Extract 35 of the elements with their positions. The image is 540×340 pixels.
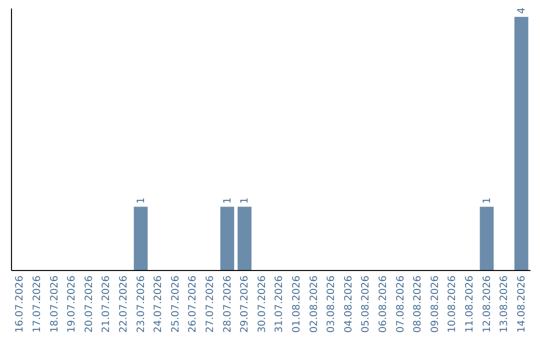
x-tick-label: 19.07.2026 (66, 276, 78, 333)
x-tick-label: 07.08.2026 (395, 276, 406, 333)
x-tick-label: 13.08.2026 (499, 276, 510, 333)
x-tick-label: 04.08.2026 (343, 276, 354, 333)
x-tick-label: 28.07.2026 (222, 276, 234, 333)
x-tick-label: 10.08.2026 (447, 276, 458, 333)
x-tick-label: 16.07.2026 (14, 276, 26, 333)
x-tick-label: 31.07.2026 (274, 276, 286, 333)
x-tick-label: 12.08.2026 (482, 276, 493, 333)
x-tick-label: 23.07.2026 (136, 276, 147, 333)
data-label: 1 (136, 197, 147, 204)
x-tick-label: 06.08.2026 (378, 276, 389, 333)
data-label: 1 (482, 197, 493, 204)
x-tick-label: 17.07.2026 (32, 276, 43, 333)
data-label: 1 (222, 197, 234, 204)
x-tick-label: 02.08.2026 (308, 276, 320, 333)
x-tick-label: 03.08.2026 (326, 276, 338, 333)
x-tick-label: 20.07.2026 (84, 276, 95, 333)
x-tick-label: 22.07.2026 (118, 276, 130, 333)
x-tick-label: 08.08.2026 (412, 276, 424, 333)
x-tick-label: 24.07.2026 (153, 276, 164, 333)
x-tick-label: 25.07.2026 (170, 276, 182, 333)
x-tick-label: 05.08.2026 (360, 276, 372, 333)
x-tick-label: 11.08.2026 (464, 276, 476, 333)
data-label: 1 (240, 197, 251, 204)
x-tick-label: 01.08.2026 (291, 276, 302, 333)
x-tick-label: 29.07.2026 (240, 276, 251, 333)
data-label: 4 (516, 7, 528, 14)
x-tick-label: 14.08.2026 (516, 276, 528, 333)
x-tick-label: 09.08.2026 (430, 276, 441, 333)
x-tick-label: 21.07.2026 (101, 276, 112, 333)
x-tick-label: 27.07.2026 (204, 276, 216, 333)
x-tick-label: 30.07.2026 (256, 276, 268, 333)
x-tick-label: 18.07.2026 (49, 276, 60, 333)
x-tick-label: 26.07.2026 (188, 276, 199, 333)
